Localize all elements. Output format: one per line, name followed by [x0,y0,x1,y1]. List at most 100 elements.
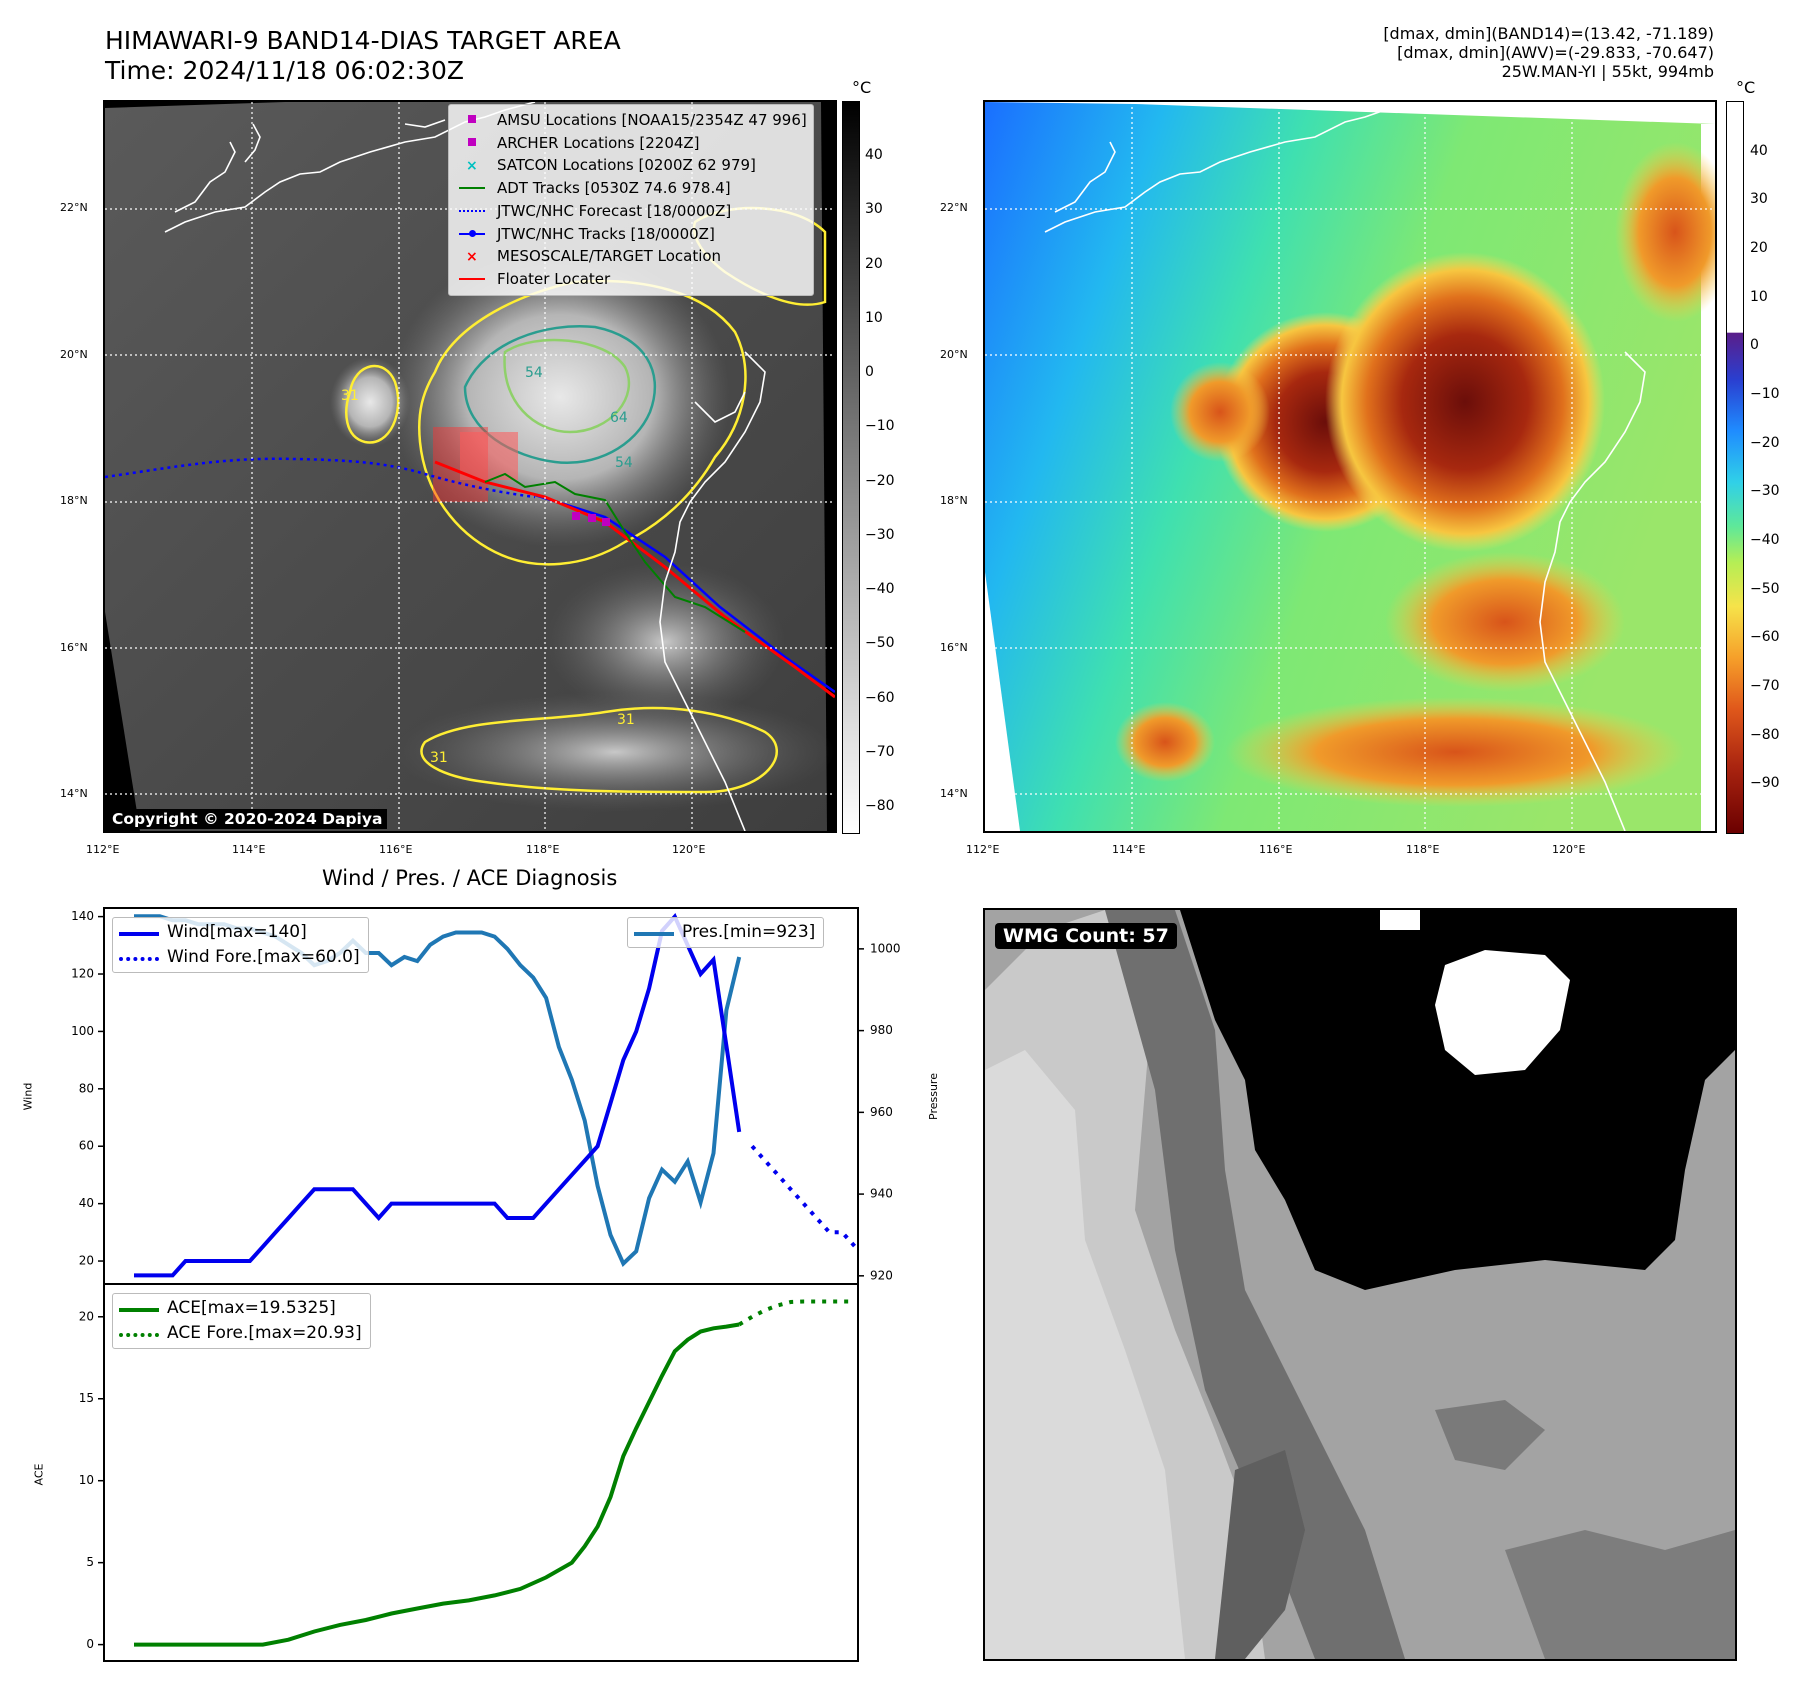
ace-y-tick: 20 [79,1309,94,1323]
wind-forecast-line [750,1144,857,1249]
lat-tick: 14°N [940,787,968,800]
pressure-y-tick: 960 [870,1105,893,1119]
legend-label: ACE Fore.[max=20.93] [167,1323,362,1343]
wind-legend-row: Wind[max=140] [119,920,360,945]
lon-tick: 120°E [1552,843,1586,856]
legend-label: JTWC/NHC Tracks [18/0000Z] [497,224,715,243]
ace-line [134,1322,740,1647]
pressure-y-tick: 1000 [870,941,901,955]
contour-yellow-band [420,706,778,794]
wmg-white-patch [1380,910,1420,930]
awv-coastline [1044,109,1646,831]
wmg-white-cloud [1435,950,1570,1075]
contour-label: 54 [615,455,633,471]
wmg-dark-southeast [1505,1530,1735,1659]
colorbar-tick: 30 [1750,191,1768,207]
contour-teal [463,325,657,464]
ir-legend: AMSU Locations [NOAA15/2354Z 47 996] ARC… [448,104,814,296]
wmg-count-label: WMG Count: 57 [995,923,1177,949]
legend-square-marker [459,109,485,131]
awv-storm-east [1325,252,1605,552]
colorbar-tick: 40 [865,147,883,163]
awv-map-panel [983,100,1717,833]
pressure-legend-row: Pres.[min=923] [634,920,815,945]
legend-label: Wind[max=140] [167,922,307,942]
lat-tick: 16°N [60,641,88,654]
legend-line-dot-marker [459,223,485,245]
legend-line-marker [634,922,674,944]
colorbar-gray [842,101,860,834]
legend-label: AMSU Locations [NOAA15/2354Z 47 996] [497,111,807,129]
awv-gridlines [985,102,1715,831]
colorbar-tick: −40 [1750,532,1780,548]
wind-y-tick: 140 [71,909,94,923]
colorbar-tick: −90 [1750,775,1780,791]
figure-title: HIMAWARI-9 BAND14-DIAS TARGET AREA [105,26,621,55]
awv-band-southwest [1115,702,1215,782]
ir-nodata-left [105,612,140,831]
wind-y-tick: 80 [79,1081,94,1095]
colorbar-tick: −70 [865,744,895,760]
legend-row-tracks: JTWC/NHC Tracks [18/0000Z] [459,223,807,246]
legend-label: Wind Fore.[max=60.0] [167,947,360,967]
archer-marker [588,514,596,522]
legend-line-marker [459,268,485,290]
colorbar-tick: −10 [865,418,895,434]
legend-line-marker [119,1298,159,1320]
wind-line [134,912,742,1278]
lat-tick: 14°N [60,787,88,800]
legend-label: SATCON Locations [0200Z 62 979] [497,156,756,175]
contour-label: 54 [525,365,543,381]
legend-dotted-line-marker [119,947,159,969]
colorbar-tick: −60 [865,690,895,706]
wmg-image [985,910,1735,1659]
legend-row-amsu: AMSU Locations [NOAA15/2354Z 47 996] [459,109,807,132]
colorbar-tick: 20 [865,256,883,272]
legend-label: ARCHER Locations [2204Z] [497,133,700,152]
colorbar-tick: 10 [865,310,883,326]
colorbar-tick: 0 [1750,337,1759,353]
awv-nodata-top [985,102,1715,124]
wmg-lighter-west [985,1050,1185,1659]
colorbar-gray-ticks: 40 30 20 10 0 −10 −20 −30 −40 −50 −60 −7… [865,0,925,1690]
legend-x-marker: × [466,248,478,265]
legend-row-mesoscale: × MESOSCALE/TARGET Location [459,245,807,268]
ir-cloud-south [545,562,785,722]
legend-label: ADT Tracks [0530Z 74.6 978.4] [497,179,731,198]
legend-row-satcon: × SATCON Locations [0200Z 62 979] [459,154,807,177]
colorbar-tick: 40 [1750,143,1768,159]
colorbar-tick: −10 [1750,386,1780,402]
wmg-black-region [1180,910,1735,1290]
lon-tick: 116°E [1259,843,1293,856]
lon-tick: 114°E [232,843,266,856]
storm-info-text: 25W.MAN-YI | 55kt, 994mb [1501,62,1714,81]
colorbar-tick: −30 [865,527,895,543]
ace-y-tick: 0 [86,1637,94,1651]
archer-marker [602,518,610,526]
dmax-awv-text: [dmax, dmin](AWV)=(-29.833, -70.647) [1397,43,1714,62]
legend-line-marker [459,177,485,199]
floater-locater-track [434,460,835,699]
contour-label: 31 [430,750,448,766]
colorbar-tick: −80 [865,798,895,814]
colorbar-color-unit: °C [1736,78,1756,97]
legend-label: JTWC/NHC Forecast [18/0000Z] [497,201,732,220]
awv-cells-mid [1385,552,1625,692]
copyright-label: Copyright © 2020-2024 Dapiya [107,809,388,829]
legend-label: Floater Locater [497,269,611,288]
awv-band-south [1225,697,1685,807]
colorbar-color [1726,101,1744,834]
wmg-panel: WMG Count: 57 [983,908,1737,1661]
legend-row-adt: ADT Tracks [0530Z 74.6 978.4] [459,177,807,200]
wind-y-tick: 40 [79,1196,94,1210]
jtwc-forecast-track [105,457,536,499]
lat-tick: 20°N [940,348,968,361]
lat-tick: 18°N [940,494,968,507]
legend-dotted-line-marker [459,200,485,222]
lat-tick: 16°N [940,641,968,654]
colorbar-tick: −70 [1750,678,1780,694]
colorbar-tick: −60 [1750,629,1780,645]
colorbar-tick: 10 [1750,289,1768,305]
awv-map-image [985,102,1715,831]
